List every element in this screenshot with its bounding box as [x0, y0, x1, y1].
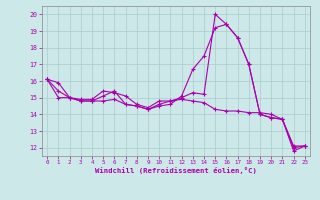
- X-axis label: Windchill (Refroidissement éolien,°C): Windchill (Refroidissement éolien,°C): [95, 167, 257, 174]
